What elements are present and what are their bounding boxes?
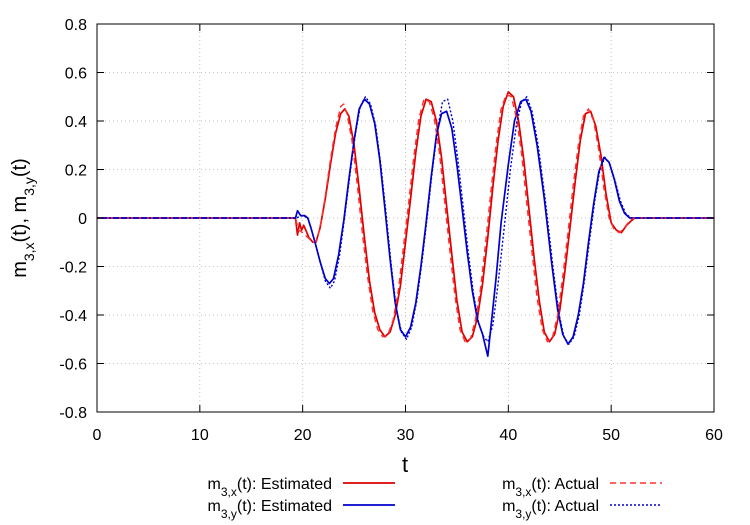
legend-label-2: m3,x(t): Actual xyxy=(502,476,599,499)
y-axis-label: m3,x(t), m3,y(t) xyxy=(9,158,37,278)
x-tick-label: 10 xyxy=(191,427,209,444)
y-tick-label: 0 xyxy=(78,211,87,228)
y-tick-label: -0.4 xyxy=(59,308,87,325)
legend-label-sub: 3,y xyxy=(221,507,237,521)
x-tick-label: 20 xyxy=(294,427,312,444)
y-tick-label: -0.2 xyxy=(59,260,87,277)
y-axis-label-part: m xyxy=(9,261,31,278)
y-axis-label-part: 3,x xyxy=(21,242,37,261)
series-line-2 xyxy=(97,93,714,343)
y-tick-label: 0.4 xyxy=(65,114,87,131)
y-axis-label-part: (t) xyxy=(9,158,31,177)
legend-label-prefix: m xyxy=(208,498,221,515)
legend-label-prefix: m xyxy=(502,498,515,515)
y-tick-label: 0.2 xyxy=(65,163,87,180)
y-tick-label: -0.8 xyxy=(59,405,87,422)
legend-label-suffix: (t): Actual xyxy=(531,476,599,493)
legend-label-0: m3,x(t): Estimated xyxy=(208,476,332,499)
x-tick-label: 60 xyxy=(705,427,723,444)
legend-label-suffix: (t): Estimated xyxy=(237,498,332,515)
x-axis-label: t xyxy=(402,452,408,477)
y-axis-label-part: 3,y xyxy=(21,177,37,196)
series-layer xyxy=(97,91,714,358)
series-line-3 xyxy=(97,96,714,345)
y-tick-label: -0.6 xyxy=(59,357,87,374)
legend-label-sub: 3,x xyxy=(221,485,237,499)
legend-label-suffix: (t): Estimated xyxy=(237,476,332,493)
x-tick-label: 0 xyxy=(93,427,102,444)
series-line-1 xyxy=(97,98,714,358)
grid-lines xyxy=(97,24,714,412)
legend-label-sub: 3,x xyxy=(515,485,531,499)
legend-label-suffix: (t): Actual xyxy=(531,498,599,515)
x-tick-label: 50 xyxy=(602,427,620,444)
legend-label-3: m3,y(t): Actual xyxy=(502,498,599,521)
x-tick-label: 40 xyxy=(499,427,517,444)
y-tick-label: 0.8 xyxy=(65,17,87,34)
axis-ticks: -0.8 -0.6 -0.4 -0.2 0 0.2 0.4 0.6 0.8 0 10 20 30 40 50… xyxy=(59,17,723,444)
x-tick-label: 30 xyxy=(397,427,415,444)
y-tick-label: 0.6 xyxy=(65,66,87,83)
legend-label-prefix: m xyxy=(208,476,221,493)
legend-label-prefix: m xyxy=(502,476,515,493)
series-line-0 xyxy=(97,91,714,343)
legend-label-sub: 3,y xyxy=(515,507,531,521)
y-axis-label-part: (t), m xyxy=(9,196,31,243)
legend-label-1: m3,y(t): Estimated xyxy=(208,498,332,521)
